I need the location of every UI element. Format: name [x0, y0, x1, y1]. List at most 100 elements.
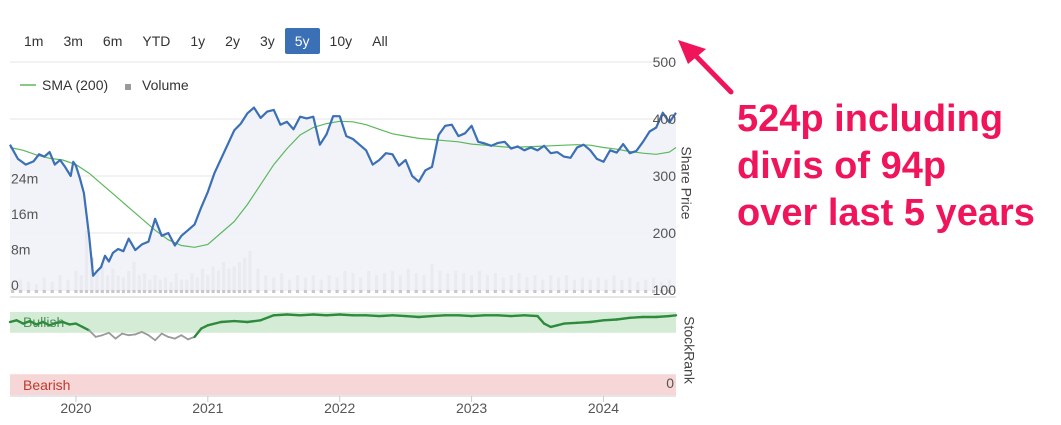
range-button-all[interactable]: All — [372, 33, 388, 49]
range-button-5y[interactable]: 5y — [284, 28, 320, 54]
stockrank-segment — [160, 332, 170, 338]
volume-legend-label[interactable]: Volume — [142, 77, 189, 93]
stockrank-segment — [101, 331, 110, 337]
bearish-zone — [10, 374, 676, 395]
stockrank-segment — [391, 314, 407, 318]
stockrank-segment — [404, 314, 420, 319]
stockrank-tick-label: 0 — [666, 375, 674, 391]
stockrank-segment — [575, 320, 592, 324]
chart-legend: SMA (200) Volume — [20, 77, 189, 93]
stockrank-segment — [470, 314, 486, 318]
x-tick-label: 2022 — [324, 400, 355, 416]
stockrank-segment — [542, 322, 552, 329]
stockrank-segment — [193, 327, 203, 339]
stockrank-segment — [108, 331, 117, 340]
stockrank-segment — [88, 329, 97, 338]
x-tick-label: 2023 — [456, 400, 487, 416]
annotation-text: 524p including divis of 94p over last 5 … — [737, 96, 1035, 237]
stockrank-segment — [94, 334, 104, 338]
stockrank-segment — [523, 314, 539, 318]
stockrank-segment — [430, 314, 447, 318]
axes: 500 400 300 200 100 24m 16m 8m 0 2020 2021 2022 2023… — [10, 54, 676, 416]
volume-legend-swatch — [125, 84, 131, 90]
price-area — [10, 107, 676, 290]
range-button-10y[interactable]: 10y — [329, 33, 353, 49]
stockrank-segment — [140, 330, 150, 337]
price-line — [9, 106, 677, 277]
annotation-line: divis of 94p — [737, 145, 947, 187]
stockrank-segment — [628, 315, 645, 319]
stockrank-segment — [180, 334, 189, 341]
stockrank-segment — [496, 314, 513, 318]
stockrank-segment — [655, 314, 671, 319]
stockrank-segment — [154, 332, 163, 342]
stockrank-segment — [457, 314, 473, 318]
stockrank-axis-title: StockRank — [681, 316, 697, 385]
stockrank-segment — [15, 319, 25, 325]
x-tick-label: 2021 — [192, 400, 223, 416]
annotation-line: over last 5 years — [737, 192, 1035, 234]
stockrank-segment — [81, 325, 91, 332]
stockrank-segment — [602, 318, 618, 322]
stockrank-segment — [28, 319, 38, 326]
stockrank-segment — [173, 334, 183, 340]
stockrank-segment — [259, 314, 275, 322]
stockrank-segment — [134, 330, 143, 336]
sma-line — [9, 120, 677, 248]
stockrank-segment — [167, 335, 176, 340]
stockrank-segment — [74, 322, 84, 329]
x-tick-label: 2020 — [60, 400, 91, 416]
stockrank-segment — [562, 321, 579, 325]
stockrank-segment — [246, 319, 262, 324]
stockrank-segment — [509, 314, 526, 318]
price-tick-label: 500 — [653, 54, 677, 70]
range-button-2y[interactable]: 2y — [225, 33, 240, 49]
stockrank-segment — [417, 314, 434, 319]
range-selector: 1m 3m 6m YTD 1y 2y 3y 5y 10y All — [14, 28, 398, 54]
stockrank-segment — [298, 313, 315, 317]
volume-tick-label: 8m — [11, 242, 30, 258]
range-button-ytd[interactable]: YTD — [142, 33, 171, 49]
stockrank-segment — [232, 319, 249, 324]
stockrank-segment — [589, 319, 605, 324]
range-button-1y[interactable]: 1y — [190, 33, 206, 49]
bearish-zone-label: Bearish — [23, 377, 70, 393]
range-button-3m[interactable]: 3m — [63, 33, 83, 49]
stockrank-segment — [285, 313, 302, 317]
stockrank-segment — [127, 333, 137, 337]
stockrank-segment — [147, 334, 157, 342]
price-tick-label: 300 — [653, 168, 677, 184]
volume-tick-label: 16m — [11, 206, 38, 222]
stockrank-segment — [338, 313, 355, 317]
x-tick-label: 2024 — [588, 400, 619, 416]
range-button-3y[interactable]: 3y — [259, 33, 275, 49]
volume-tick-label: 0 — [11, 277, 19, 293]
stockrank-segment — [219, 319, 236, 324]
price-series — [9, 106, 677, 290]
range-button-1m[interactable]: 1m — [24, 33, 44, 49]
stockrank-segment — [378, 314, 394, 318]
stockrank-segment — [325, 313, 341, 317]
share-price-axis-title: Share Price — [678, 146, 694, 219]
annotation-line: 524p including — [737, 98, 1004, 140]
volume-tick-label: 24m — [11, 171, 38, 187]
price-tick-label: 400 — [653, 111, 677, 127]
stockrank-segment — [121, 332, 130, 337]
stockrank-segment — [114, 332, 123, 340]
sma-legend-label[interactable]: SMA (200) — [42, 77, 108, 93]
stockrank-segment — [615, 316, 631, 321]
stockrank-segment — [41, 320, 51, 327]
stockrank-segment — [206, 320, 223, 327]
stockrank-segment — [199, 324, 210, 330]
annotation-arrow-icon — [678, 40, 734, 95]
stockrank-segment — [312, 313, 328, 317]
stockrank-segment — [536, 314, 546, 325]
stockrank-segment — [364, 314, 381, 318]
stockrank-segment — [668, 314, 678, 318]
stockrank-segment — [272, 313, 289, 317]
price-tick-label: 100 — [653, 282, 677, 298]
price-tick-label: 200 — [653, 225, 677, 241]
range-button-6m[interactable]: 6m — [102, 33, 123, 49]
